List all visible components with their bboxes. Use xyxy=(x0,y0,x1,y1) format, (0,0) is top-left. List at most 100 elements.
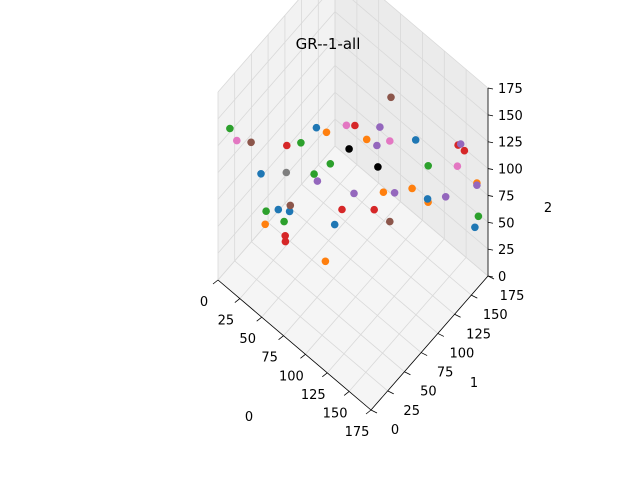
y-tick-label: 0 xyxy=(391,423,399,438)
scatter-point xyxy=(345,145,353,153)
scatter-point xyxy=(330,220,339,229)
scatter-point xyxy=(373,141,381,150)
scatter-point xyxy=(408,184,416,193)
chart-title: GR--1-all xyxy=(296,35,361,53)
grid-line-y xyxy=(284,15,439,334)
grid-line-z xyxy=(217,0,489,120)
scatter-point xyxy=(351,121,359,130)
z-tick-label: 100 xyxy=(498,163,523,178)
scatter-point xyxy=(370,205,379,214)
z-tick-label: 0 xyxy=(498,270,506,285)
y-axis-line xyxy=(370,275,489,411)
pane-back-wall xyxy=(335,0,488,276)
x-tick xyxy=(234,298,241,303)
x-tick-label: 125 xyxy=(301,388,326,403)
grid-line-z xyxy=(217,0,489,93)
scatter-point xyxy=(226,124,234,133)
scatter-point xyxy=(374,163,382,171)
y-tick xyxy=(454,313,461,318)
z-tick xyxy=(487,141,494,144)
y-tick xyxy=(437,333,445,337)
grid-line-y xyxy=(301,0,455,315)
grid-line-y xyxy=(234,72,388,392)
scatter-point xyxy=(281,232,290,240)
x-axis-label: 0 xyxy=(245,410,253,425)
x-tick xyxy=(278,335,284,341)
scatter-point xyxy=(342,121,351,130)
scatter-point xyxy=(338,205,346,214)
z-tick-label: 125 xyxy=(498,136,523,151)
x-tick xyxy=(343,391,350,396)
scatter-point xyxy=(281,237,290,246)
y-tick-label: 175 xyxy=(500,289,525,304)
scatter-point xyxy=(257,170,265,178)
y-tick xyxy=(471,294,478,299)
pane-floor xyxy=(218,146,488,410)
y-tick xyxy=(387,390,394,395)
y-tick-label: 125 xyxy=(466,327,491,342)
scatter-point xyxy=(280,217,288,226)
scatter-point xyxy=(474,212,483,221)
z-tick xyxy=(487,275,494,278)
y-tick-label: 150 xyxy=(483,308,508,323)
y-axis-label: 1 xyxy=(470,376,478,391)
x-tick-label: 0 xyxy=(200,295,208,310)
grid-line-y xyxy=(317,0,472,296)
z-tick-label: 175 xyxy=(498,82,523,97)
scatter-point xyxy=(262,207,270,215)
scatter-point xyxy=(282,168,291,177)
z-tick xyxy=(487,168,494,170)
scatter-point xyxy=(460,146,469,155)
y-tick-label: 75 xyxy=(437,366,454,381)
scatter-point xyxy=(274,205,283,214)
grid-line-y xyxy=(250,53,405,373)
scatter-point xyxy=(473,181,481,189)
axis-lines xyxy=(217,88,489,411)
x-tick-label: 175 xyxy=(345,425,370,440)
scatter-point xyxy=(453,162,462,170)
pane-left-wall xyxy=(218,0,335,280)
scatter-point xyxy=(362,135,371,144)
scatter-point xyxy=(313,177,322,185)
z-tick xyxy=(487,221,494,224)
scatter-point xyxy=(326,160,335,168)
scatter-point xyxy=(285,207,294,216)
z-tick xyxy=(487,114,494,117)
z-tick-label: 75 xyxy=(498,189,515,204)
x-tick xyxy=(300,353,306,359)
scatter-point xyxy=(247,138,255,147)
z-axis-label: 2 xyxy=(544,201,552,216)
z-tick-label: 50 xyxy=(498,216,515,231)
z-tick-label: 25 xyxy=(498,243,515,258)
x-tick-label: 25 xyxy=(218,314,235,329)
scatter-point xyxy=(387,93,395,102)
scatter-point xyxy=(233,136,241,145)
scatter-point xyxy=(376,123,384,131)
scatter-point xyxy=(286,201,295,210)
z-tick xyxy=(487,87,494,90)
x-tick xyxy=(322,372,328,378)
x-tick-label: 150 xyxy=(323,406,348,421)
scatter-point xyxy=(297,139,305,147)
scatter-point xyxy=(424,162,433,170)
scatter-point xyxy=(312,123,321,132)
scatter-point xyxy=(423,195,432,203)
scatter-point xyxy=(261,220,270,229)
y-tick xyxy=(420,352,428,356)
y-tick-label: 25 xyxy=(403,404,420,419)
scatter-point xyxy=(390,189,399,197)
scatter-point xyxy=(321,257,330,266)
scatter-point xyxy=(411,136,420,144)
scatter-point xyxy=(456,140,465,148)
x-tick-label: 75 xyxy=(261,351,278,366)
scatter-point xyxy=(471,223,479,232)
z-tick xyxy=(487,248,494,251)
x-tick xyxy=(256,316,262,322)
scatter-point xyxy=(386,217,394,226)
y-tick xyxy=(404,371,411,376)
grid-line-y xyxy=(334,0,489,277)
axis-panes xyxy=(218,0,488,410)
